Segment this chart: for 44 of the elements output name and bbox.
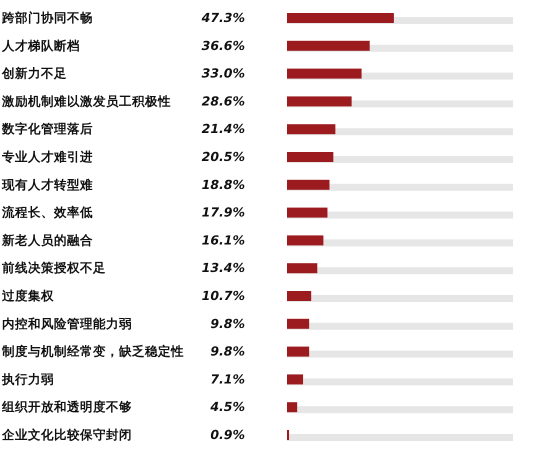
data-label: 17.9% [202,204,245,220]
data-label: 18.8% [202,176,245,192]
bar [287,402,298,412]
data-label: 10.7% [202,288,245,303]
y-tick-label: 跨部门协同不畅 [1,10,93,25]
data-label: 9.8% [210,316,245,331]
data-label: 9.8% [210,344,245,359]
bar [287,346,310,357]
y-tick-label: 执行力弱 [1,371,54,386]
y-tick-label: 新老人员的融合 [1,232,93,248]
data-label: 7.1% [210,371,245,386]
y-tick-label: 内控和风险管理能力弱 [2,316,132,331]
y-tick-label: 组织开放和透明度不够 [1,399,132,414]
y-tick-label: 过度集权 [1,288,55,303]
bar [287,263,318,274]
data-label: 33.0% [202,66,245,81]
y-tick-label: 前线决策授权不足 [1,260,106,276]
y-tick-label: 数字化管理落后 [1,121,93,136]
y-tick-label: 企业文化比较保守封闭 [1,427,132,442]
data-label: 21.4% [202,121,245,136]
data-label: 20.5% [202,149,245,164]
data-label: 4.5% [209,399,245,414]
y-tick-label: 流程长、效率低 [1,204,93,220]
y-tick-label: 现有人才转型难 [1,176,93,192]
y-tick-label: 专业人才难引进 [1,149,93,164]
y-tick-label: 人才梯队断档 [1,38,80,53]
data-label: 28.6% [202,93,245,108]
y-tick-label: 制度与机制经常变，缺乏稳定性 [1,344,184,359]
data-label: 13.4% [202,260,245,276]
bar [287,318,310,329]
bar [287,235,324,246]
bar [287,96,352,106]
bar [287,152,334,162]
y-tick-label: 激励机制难以激发员工积极性 [1,93,171,108]
bar [287,180,330,190]
bar [287,208,328,218]
data-label: 36.6% [202,38,245,53]
data-label: 16.1% [202,232,245,248]
bar [287,374,304,384]
data-label: 47.3% [200,10,245,25]
data-label: 0.9% [210,427,245,442]
bar [287,291,312,301]
y-tick-label: 创新力不足 [1,66,67,81]
bar [287,124,336,134]
